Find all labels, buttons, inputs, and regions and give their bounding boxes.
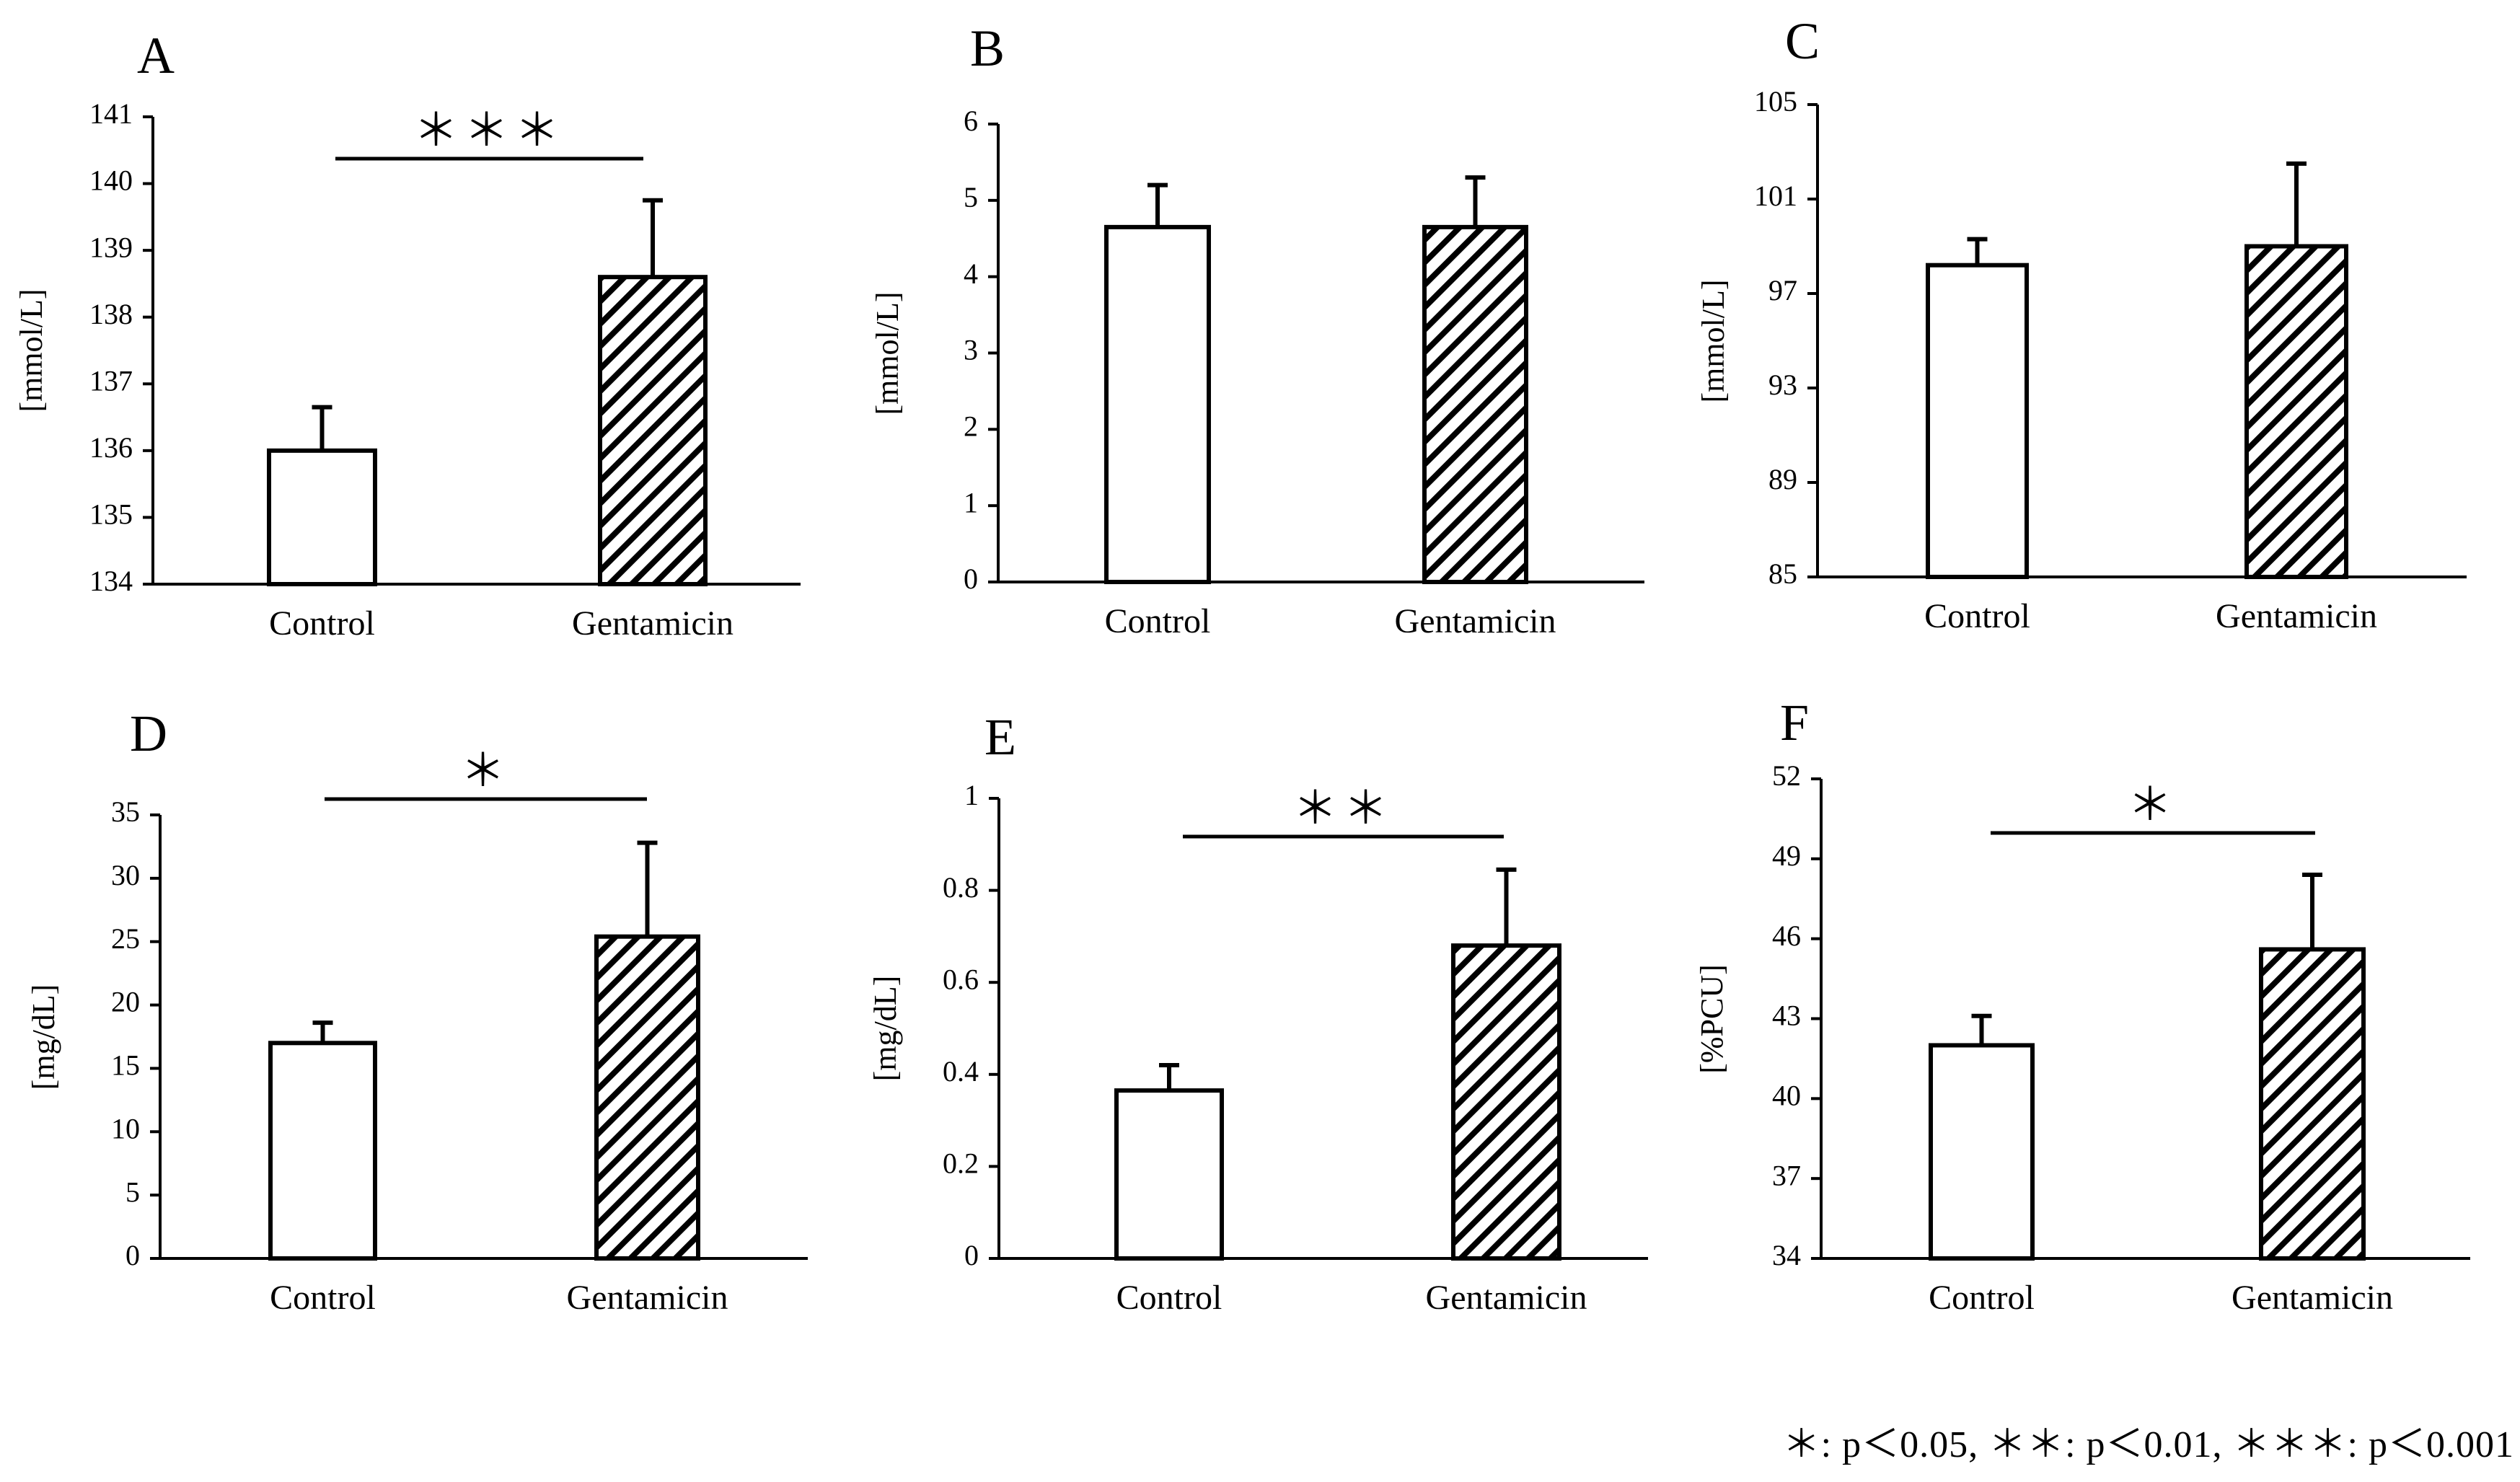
panel-b-y-tick-label-0: 0 [964, 563, 978, 595]
panel-c-y-axis-label: [mmol/L] [1696, 279, 1731, 402]
panel-d-y-tick-label-4: 20 [111, 986, 140, 1018]
panel-c-bar-gentamicin [2244, 244, 2348, 579]
panel-b-x-tick-label-1: Control [1105, 602, 1211, 640]
panel-f-significance-marker: ＊ [2128, 781, 2178, 830]
panel-e-y-tick-label-4: 0.8 [943, 871, 979, 904]
panel-a-y-axis-label: [mmol/L] [14, 288, 49, 412]
panel-c-bar-control [1926, 263, 2029, 579]
panel-a-title: A [137, 27, 175, 84]
panel-c-y-tick-label-5: 105 [1754, 85, 1797, 118]
panel-d-y-tick-label-2: 10 [111, 1112, 140, 1144]
panel-f-y-tick-label-6: 52 [1772, 759, 1801, 792]
panel-f-y-tick-label-3: 43 [1772, 1000, 1801, 1032]
panel-e-significance-marker: ＊＊ [1292, 785, 1393, 834]
panel-c-y-tick-label-3: 97 [1768, 274, 1797, 306]
panel-d-x-tick-label-2: Gentamicin [567, 1279, 728, 1317]
panel-c-x-tick-label-2: Gentamicin [2216, 597, 2377, 635]
panel-b-bar-control [1104, 224, 1211, 584]
panel-c-title: C [1785, 12, 1820, 70]
panel-c-y-tick-label-0: 85 [1768, 557, 1797, 590]
panel-b-bar-gentamicin [1422, 224, 1528, 584]
panel-e-title: E [984, 708, 1016, 766]
panel-b-y-tick-label-1: 1 [964, 486, 978, 519]
panel-e-y-tick-label-5: 1 [964, 779, 979, 811]
panel-c-y-tick-label-2: 93 [1768, 369, 1797, 401]
panel-f-y-axis-label: [%PCU] [1694, 964, 1730, 1074]
panel-a-significance-marker: ＊＊＊ [413, 107, 565, 156]
panel-e-bar-gentamicin [1451, 943, 1561, 1261]
panel-b-y-axis-label: [mmol/L] [870, 291, 905, 415]
significance-footnote: ＊: p＜0.05, ＊＊: p＜0.01, ＊＊＊: p＜0.001 [1782, 1424, 2514, 1465]
panel-b-title: B [970, 19, 1005, 77]
panel-e-y-tick-label-0: 0 [964, 1239, 979, 1271]
panel-a-y-tick-label-6: 140 [89, 164, 133, 197]
panel-e-y-tick-label-2: 0.4 [943, 1055, 979, 1088]
panel-f-bar-gentamicin [2259, 947, 2366, 1261]
panel-e-x-tick-label-1: Control [1116, 1279, 1222, 1317]
panel-d-y-tick-label-6: 30 [111, 859, 140, 891]
panel-a-y-tick-label-5: 139 [89, 231, 133, 263]
panel-d-y-tick-label-7: 35 [111, 795, 140, 828]
panel-d-y-tick-label-0: 0 [125, 1239, 140, 1271]
panel-d-significance-marker: ＊ [460, 747, 511, 796]
panel-e-y-tick-label-3: 0.6 [943, 963, 979, 995]
panel-a-y-tick-label-3: 137 [89, 364, 133, 397]
panel-e-y-tick-label-1: 0.2 [943, 1147, 979, 1180]
panel-b-y-tick-label-2: 2 [964, 410, 978, 443]
panel-e-x-tick-label-2: Gentamicin [1426, 1279, 1587, 1317]
panel-f-y-tick-label-5: 49 [1772, 839, 1801, 872]
panel-f-x-tick-label-1: Control [1929, 1279, 2035, 1317]
panel-a-y-tick-label-7: 141 [89, 97, 133, 130]
panel-c-y-tick-label-1: 89 [1768, 463, 1797, 495]
panel-f-title: F [1780, 694, 1809, 751]
panel-c-x-tick-label-1: Control [1924, 597, 2030, 635]
panel-b-y-tick-label-5: 5 [964, 181, 978, 213]
panel-a-x-tick-label-2: Gentamicin [572, 604, 733, 643]
panel-d-title: D [130, 705, 167, 762]
panel-f-y-tick-label-1: 37 [1772, 1159, 1801, 1191]
panel-a-y-tick-label-1: 135 [89, 498, 133, 531]
panel-d-bar-gentamicin [594, 934, 700, 1261]
panel-f-bar-control [1929, 1043, 2035, 1261]
panel-e-y-axis-label: [mg/dL] [868, 976, 903, 1082]
panel-a-y-tick-label-2: 136 [89, 431, 133, 464]
panel-a-y-tick-label-0: 134 [89, 565, 133, 597]
panel-b-x-tick-label-2: Gentamicin [1395, 602, 1556, 640]
panel-f-y-tick-label-2: 40 [1772, 1080, 1801, 1112]
panel-a-y-tick-label-4: 138 [89, 298, 133, 330]
panel-f-y-tick-label-0: 34 [1772, 1239, 1801, 1271]
panel-a-x-tick-label-1: Control [269, 604, 375, 643]
panel-b-y-tick-label-6: 6 [964, 105, 978, 137]
panel-d-y-tick-label-3: 15 [111, 1049, 140, 1082]
panel-d-x-tick-label-1: Control [270, 1279, 376, 1317]
panel-d-y-axis-label: [mg/dL] [26, 984, 61, 1090]
panel-d-y-tick-label-1: 5 [125, 1176, 140, 1208]
panel-a-bar-gentamicin [598, 275, 708, 586]
panel-d-y-tick-label-5: 25 [111, 922, 140, 955]
panel-e-bar-control [1114, 1088, 1224, 1261]
panel-d-bar-control [268, 1041, 377, 1261]
panel-f-x-tick-label-2: Gentamicin [2232, 1279, 2393, 1317]
panel-c-y-tick-label-4: 101 [1754, 180, 1797, 212]
panel-b-y-tick-label-4: 4 [964, 257, 978, 290]
panel-f-y-tick-label-4: 46 [1772, 919, 1801, 952]
panel-a-bar-control [267, 448, 377, 586]
panel-b-y-tick-label-3: 3 [964, 334, 978, 366]
